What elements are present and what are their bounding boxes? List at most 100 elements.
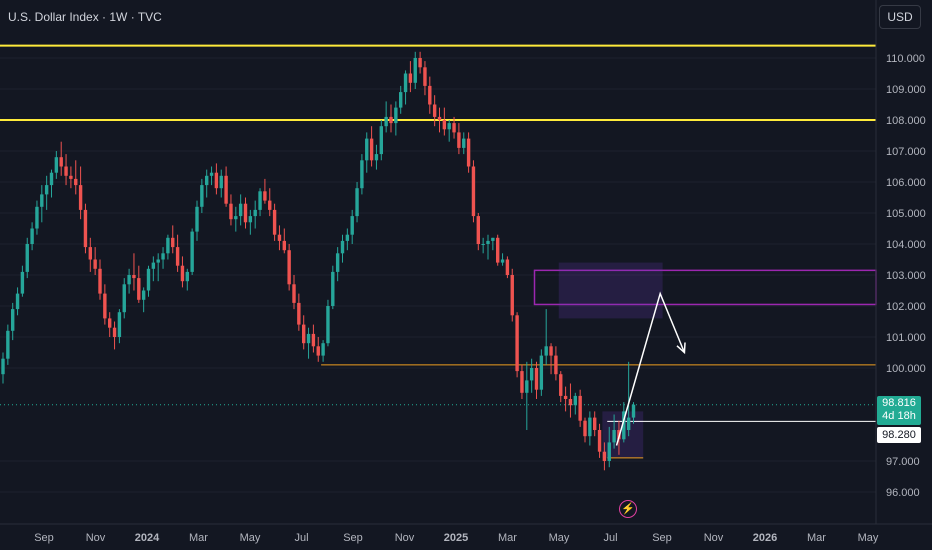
candle-body: [399, 92, 403, 108]
candle-body: [583, 420, 587, 437]
candle-body: [1, 358, 5, 375]
candle-body: [30, 228, 34, 244]
candle-body: [83, 209, 88, 248]
x-tick-label: Mar: [807, 532, 826, 544]
candle-body: [418, 58, 422, 68]
arrow-path: [615, 291, 686, 446]
candle-body: [205, 175, 209, 186]
x-tick-label: Nov: [704, 532, 724, 544]
bar-countdown: 4d 18h: [882, 410, 916, 422]
candle-body: [631, 404, 636, 418]
candle-body: [54, 157, 59, 173]
candle-body: [297, 302, 301, 325]
candle-body: [35, 206, 39, 229]
candle-body: [137, 278, 141, 300]
candle-body: [25, 244, 29, 272]
candle-body: [229, 203, 233, 220]
candle-body: [161, 253, 165, 260]
candle-body: [311, 333, 316, 347]
candle-series: [1, 51, 636, 471]
candle-body: [369, 138, 374, 161]
flash-icon[interactable]: ⚡: [619, 500, 637, 518]
candle-body: [98, 268, 102, 294]
y-tick-label: 103.000: [886, 270, 926, 282]
candle-body: [316, 346, 320, 356]
candle-body: [525, 380, 529, 393]
arrow-head: [676, 342, 686, 355]
y-tick-label: 96.000: [886, 487, 920, 499]
candle-body: [529, 368, 534, 381]
candle-body: [428, 85, 432, 105]
candle-body: [122, 284, 126, 313]
candle-body: [258, 191, 262, 210]
candle-body: [491, 237, 495, 241]
candle-body: [171, 237, 175, 248]
candle-body: [350, 216, 354, 235]
candle-body: [117, 312, 122, 337]
candle-body: [224, 175, 228, 204]
candle-body: [476, 216, 480, 244]
candle-body: [112, 327, 117, 337]
candle-body: [408, 73, 413, 83]
candle-body: [496, 237, 500, 263]
last-price-badge: 98.816 4d 18h: [877, 396, 921, 425]
projection-arrow: [615, 291, 686, 446]
candle-body: [626, 417, 631, 430]
y-tick-label: 106.000: [886, 177, 926, 189]
last-price-value: 98.816: [882, 397, 916, 409]
candle-body: [103, 293, 107, 319]
candle-body: [457, 132, 461, 148]
x-axis-ticks: Sep Nov 2024 Mar May Jul Sep Nov 2025 Mar May Jul Se…: [34, 532, 879, 544]
x-tick-label: Jul: [603, 532, 617, 544]
candle-body: [355, 188, 359, 217]
x-tick-label: Mar: [498, 532, 517, 544]
x-tick-label: May: [858, 532, 879, 544]
candle-body: [389, 116, 393, 124]
currency-button[interactable]: USD: [879, 5, 921, 29]
candle-body: [335, 253, 340, 272]
x-tick-label: Sep: [652, 532, 672, 544]
candle-body: [108, 318, 112, 328]
candle-body: [452, 123, 456, 133]
candle-body: [180, 265, 185, 282]
y-tick-label: 102.000: [886, 301, 926, 313]
candle-body: [78, 185, 83, 210]
candle-body: [602, 451, 607, 461]
candle-body: [505, 259, 510, 275]
candle-body: [403, 73, 408, 93]
candle-body: [49, 172, 54, 186]
candle-body: [432, 104, 437, 117]
x-tick-label: 2024: [135, 532, 160, 544]
candle-body: [277, 234, 282, 241]
candle-body: [282, 240, 286, 251]
candle-body: [539, 355, 544, 390]
candle-body: [413, 58, 417, 83]
candle-body: [326, 306, 330, 344]
candle-body: [11, 309, 15, 331]
candle-body: [622, 411, 626, 440]
candle-body: [88, 247, 92, 260]
candle-body: [447, 123, 451, 130]
candle-body: [127, 275, 131, 285]
candle-body: [209, 172, 214, 176]
x-tick-label: Mar: [189, 532, 208, 544]
candle-body: [612, 430, 616, 443]
candle-body: [132, 275, 136, 279]
candle-body: [93, 259, 97, 269]
candle-body: [520, 371, 524, 393]
y-tick-label: 110.000: [886, 53, 925, 65]
candle-body: [321, 343, 325, 356]
candle-body: [423, 67, 427, 86]
candle-body: [195, 206, 199, 232]
candle-body: [563, 395, 568, 399]
candle-body: [559, 374, 563, 396]
candle-body: [510, 275, 514, 316]
candle-body: [597, 430, 602, 452]
y-tick-label: 104.000: [886, 239, 926, 251]
y-tick-label: 97.000: [886, 456, 920, 468]
x-tick-label: 2026: [753, 532, 777, 544]
axes: [0, 0, 932, 525]
candle-body: [588, 417, 592, 437]
candle-body: [515, 315, 519, 372]
